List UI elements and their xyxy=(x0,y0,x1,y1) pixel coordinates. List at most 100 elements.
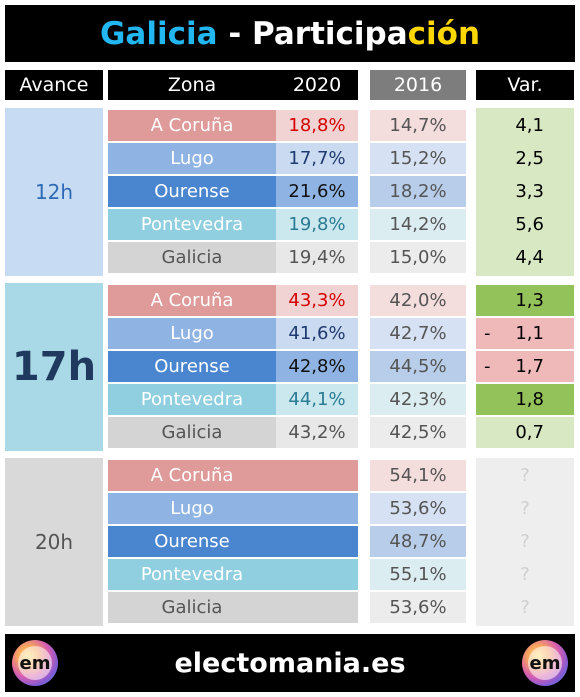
header-2016: 2016 xyxy=(370,70,466,100)
row-17h-acoruna: A Coruña 43,3% xyxy=(108,285,358,316)
logo-right: em xyxy=(522,640,568,686)
zone-name: A Coruña xyxy=(150,290,234,311)
zone-name: Galicia xyxy=(161,247,223,268)
var-20h-galicia: ? xyxy=(476,592,574,623)
zone-name: Galicia xyxy=(161,597,223,618)
block-20h-background xyxy=(5,458,103,626)
header-zona: Zona xyxy=(108,70,276,100)
header-avance: Avance xyxy=(5,70,103,100)
var-17h-ourense: - 1,7 xyxy=(476,351,574,382)
row-17h-pontevedra: Pontevedra 44,1% xyxy=(108,384,358,415)
var-value: 4,4 xyxy=(515,247,544,268)
value-2020: 19,4% xyxy=(276,242,358,273)
var-sign: - xyxy=(484,323,491,344)
row-20h-pontevedra: Pontevedra xyxy=(108,559,358,590)
var-block-12h xyxy=(476,108,574,276)
row-12h-pontevedra: Pontevedra 19,8% xyxy=(108,209,358,240)
value-2016-20h-acoruna: 54,1% xyxy=(370,460,466,491)
zone-name: Lugo xyxy=(170,323,214,344)
zone-name: Pontevedra xyxy=(140,214,244,235)
var-17h-acoruna: 1,3 xyxy=(476,285,574,316)
var-sign: - xyxy=(484,356,491,377)
value-2016-17h-pontevedra: 42,3% xyxy=(370,384,466,415)
zone-name: Ourense xyxy=(154,356,230,377)
zone-name: Lugo xyxy=(170,148,214,169)
value-2020: 43,3% xyxy=(276,285,358,316)
value-2016-12h-galicia: 15,0% xyxy=(370,242,466,273)
var-20h-pontevedra: ? xyxy=(476,559,574,590)
value-2020: 42,8% xyxy=(276,351,358,382)
var-12h-acoruna: 4,1 xyxy=(476,110,574,141)
var-12h-ourense: 3,3 xyxy=(476,176,574,207)
title-separator: - xyxy=(217,15,252,52)
value-2016-20h-lugo: 53,6% xyxy=(370,493,466,524)
logo-left: em xyxy=(12,640,58,686)
var-value: 1,1 xyxy=(515,323,544,344)
var-value: ? xyxy=(520,465,530,486)
zone-name: Pontevedra xyxy=(140,389,244,410)
value-2020: 19,8% xyxy=(276,209,358,240)
value-2020: 41,6% xyxy=(276,318,358,349)
var-20h-lugo: ? xyxy=(476,493,574,524)
value-2016-17h-lugo: 42,7% xyxy=(370,318,466,349)
row-12h-galicia: Galicia 19,4% xyxy=(108,242,358,273)
footer-site-name: electomania.es xyxy=(5,634,575,692)
value-2016-12h-pontevedra: 14,2% xyxy=(370,209,466,240)
block-12h-background xyxy=(5,108,103,276)
value-2016-17h-galicia: 42,5% xyxy=(370,417,466,448)
var-value: 1,7 xyxy=(515,356,544,377)
row-12h-lugo: Lugo 17,7% xyxy=(108,143,358,174)
row-20h-galicia: Galicia xyxy=(108,592,358,623)
header-var: Var. xyxy=(476,70,574,100)
value-2016-12h-lugo: 15,2% xyxy=(370,143,466,174)
row-12h-acoruna: A Coruña 18,8% xyxy=(108,110,358,141)
value-2016-20h-pontevedra: 55,1% xyxy=(370,559,466,590)
avance-label-17h: 17h xyxy=(11,344,97,390)
logo-left-text: em xyxy=(18,646,52,680)
var-12h-lugo: 2,5 xyxy=(476,143,574,174)
value-2020: 44,1% xyxy=(276,384,358,415)
var-block-20h xyxy=(476,458,574,626)
avance-label-20h: 20h xyxy=(34,530,74,554)
var-20h-ourense: ? xyxy=(476,526,574,557)
value-2016-17h-ourense: 44,5% xyxy=(370,351,466,382)
var-17h-galicia: 0,7 xyxy=(476,417,574,448)
zone-name: Ourense xyxy=(154,531,230,552)
row-12h-ourense: Ourense 21,6% xyxy=(108,176,358,207)
value-2016-12h-acoruna: 14,7% xyxy=(370,110,466,141)
zone-name: Lugo xyxy=(170,498,214,519)
var-value: 5,6 xyxy=(515,214,544,235)
value-2020: 18,8% xyxy=(276,110,358,141)
zone-name: A Coruña xyxy=(150,115,234,136)
var-17h-lugo: - 1,1 xyxy=(476,318,574,349)
var-value: ? xyxy=(520,564,530,585)
var-value: 1,3 xyxy=(515,290,544,311)
row-17h-ourense: Ourense 42,8% xyxy=(108,351,358,382)
var-value: ? xyxy=(520,498,530,519)
row-20h-lugo: Lugo xyxy=(108,493,358,524)
var-value: ? xyxy=(520,597,530,618)
avance-label-12h: 12h xyxy=(34,180,74,204)
title-main-suffix: ción xyxy=(407,15,481,52)
row-17h-lugo: Lugo 41,6% xyxy=(108,318,358,349)
var-value: 2,5 xyxy=(515,148,544,169)
title-region: Galicia xyxy=(99,15,218,52)
header-2020: 2020 xyxy=(276,70,358,100)
var-value: 0,7 xyxy=(515,422,544,443)
var-value: 4,1 xyxy=(515,115,544,136)
var-12h-galicia: 4,4 xyxy=(476,242,574,273)
value-2020: 17,7% xyxy=(276,143,358,174)
var-value: 3,3 xyxy=(515,181,544,202)
zone-name: Pontevedra xyxy=(140,564,244,585)
value-2016-20h-galicia: 53,6% xyxy=(370,592,466,623)
row-20h-acoruna: A Coruña xyxy=(108,460,358,491)
var-20h-acoruna: ? xyxy=(476,460,574,491)
value-2020: 43,2% xyxy=(276,417,358,448)
row-17h-galicia: Galicia 43,2% xyxy=(108,417,358,448)
block-17h-background xyxy=(5,283,103,451)
title-main: Participa xyxy=(251,15,408,52)
value-2016-20h-ourense: 48,7% xyxy=(370,526,466,557)
zone-name: A Coruña xyxy=(150,465,234,486)
value-2020: 21,6% xyxy=(276,176,358,207)
var-value: ? xyxy=(520,531,530,552)
